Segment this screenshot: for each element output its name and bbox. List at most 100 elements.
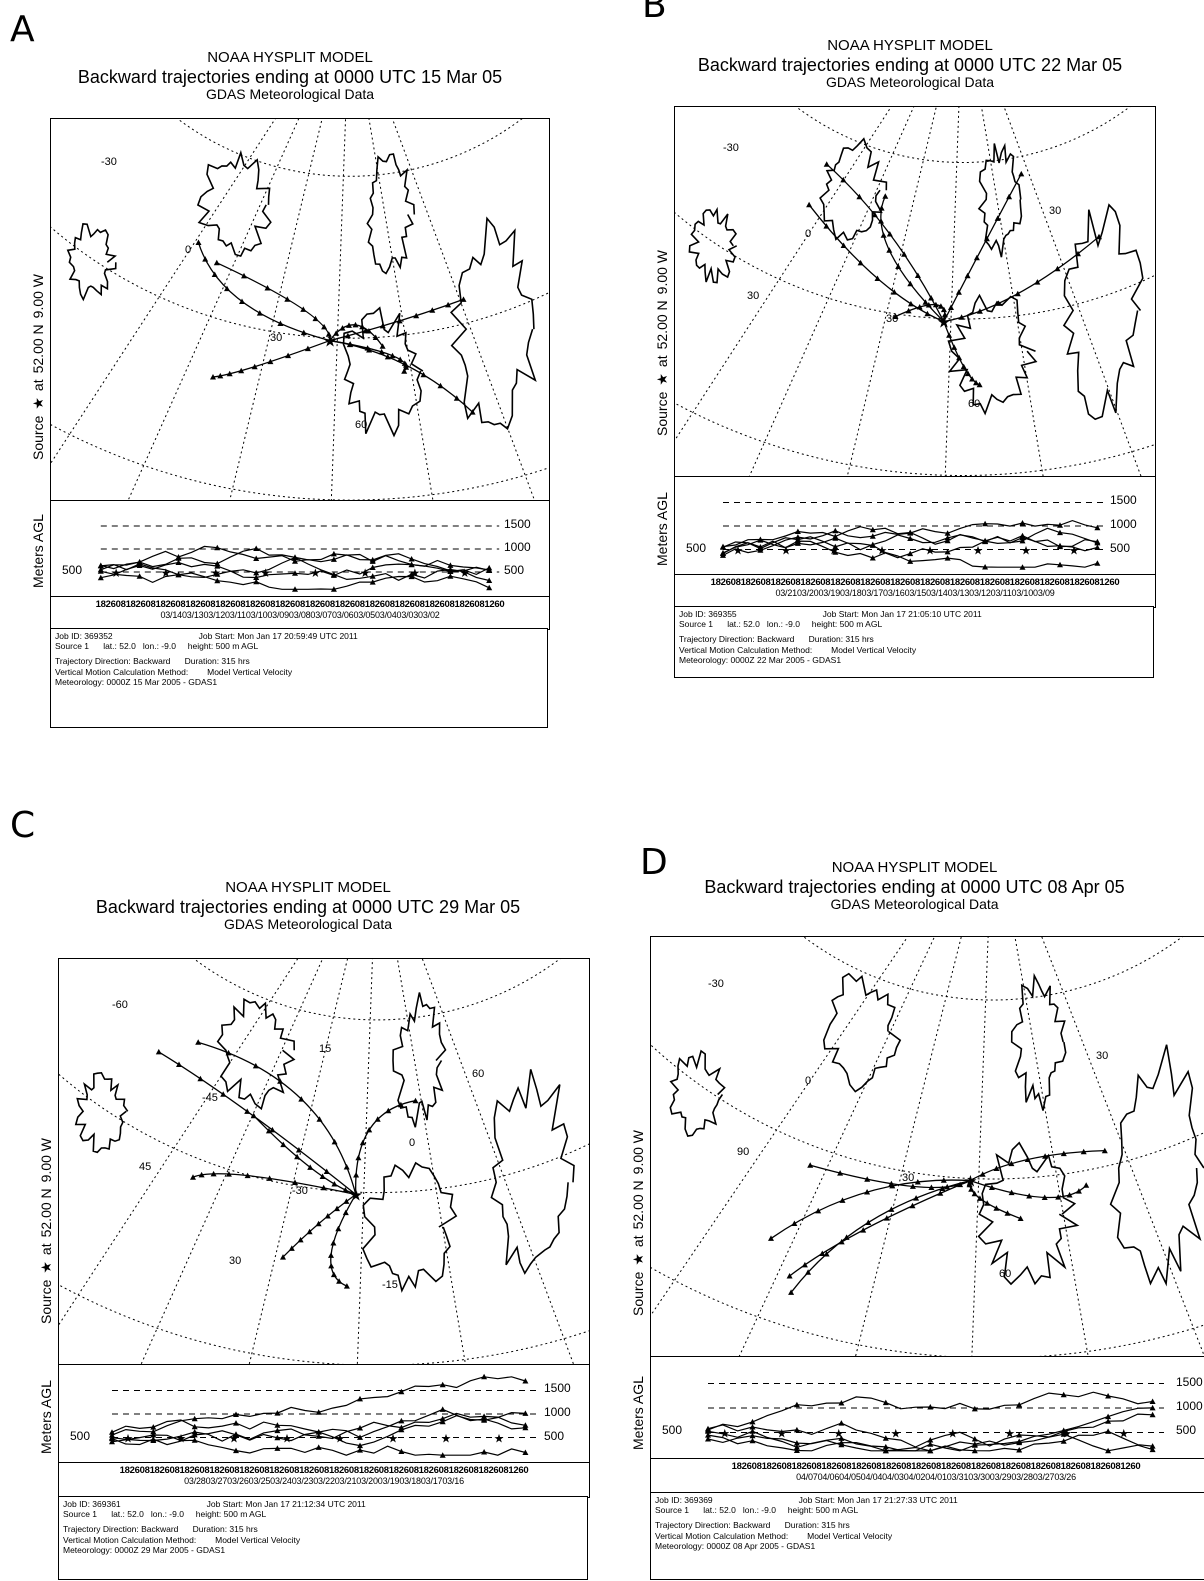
grid-label: -30 [101,156,117,168]
trajectory-marker [225,1049,232,1056]
trajectory-subtitle: Backward trajectories ending at 0000 UTC… [697,54,1123,75]
trajectory-marker [878,205,885,211]
trajectory-marker [378,348,385,355]
trajectory-marker [372,334,379,340]
time-axis: 1826081826081826081826081826081826081826… [650,1458,1204,1494]
trajectory-marker [336,1278,343,1284]
trajectory-marker [295,1147,302,1153]
trajectory-marker [306,1228,313,1235]
trajectory-marker [976,381,983,388]
chart-title-block: NOAA HYSPLIT MODEL Backward trajectories… [28,879,588,933]
svg-text:★: ★ [260,566,271,580]
trajectory-marker [331,1181,338,1187]
trajectory-marker [285,352,292,359]
trajectory-marker [190,1174,196,1180]
trajectory-marker [379,343,386,349]
trajectory-panel-a: NOAA HYSPLIT MODEL Backward trajectories… [30,49,550,730]
vertical-profile-chart: ★ ★ ★ ★ ★ ★ ★ ★ [674,476,1156,576]
trajectory-marker [403,364,410,370]
trajectory-marker [973,379,979,386]
trajectory-marker [907,300,914,307]
trajectory-marker [397,1101,404,1108]
trajectory-marker [335,1225,342,1232]
hours-row: 1826081826081826081826081826081826081826… [95,599,505,610]
trajectory-marker [389,352,396,359]
height-level-label: 500 [542,1428,567,1443]
trajectory-marker [984,1200,991,1206]
trajectory-marker [860,1227,867,1233]
source-location-label: Source★at52.00 N9.00 W [30,273,46,460]
trajectory-marker [342,1209,349,1216]
source-star-icon: ★ [349,1187,363,1204]
trajectory-marker [993,1205,1000,1211]
trajectory-marker [901,251,908,257]
trajectory-marker [973,254,980,261]
trajectory-marker [801,1261,808,1268]
trajectory-marker [976,308,983,314]
trajectory-marker [401,368,408,374]
svg-text:★: ★ [310,566,321,580]
model-title: NOAA HYSPLIT MODEL [827,37,993,54]
time-axis: 1826081826081826081826081826081826081826… [674,574,1156,608]
trajectory-marker [330,1271,337,1278]
model-title: NOAA HYSPLIT MODEL [207,49,373,66]
grid-label: 60 [999,1268,1011,1280]
trajectory-marker [1008,1160,1015,1167]
trajectory-marker [342,1187,349,1193]
source-line: Source 1 lat.: 52.0 lon.: -9.0 height: 5… [679,619,883,630]
trajectory-marker [319,1173,326,1179]
trajectory-marker [1041,1194,1048,1200]
trajectory-marker [238,367,245,374]
grid-label: 30 [902,1172,914,1184]
trajectory-marker [886,231,893,237]
trajectory-marker [366,1126,373,1133]
svg-text:★: ★ [161,566,172,580]
trajectory-marker [220,1091,227,1097]
trajectory-direction: Trajectory Direction: Backward Duration:… [63,1524,258,1535]
height-level-label: 1500 [1174,1374,1204,1389]
trajectory-marker [883,1215,890,1221]
svg-text:★: ★ [410,566,421,580]
trajectory-marker [213,259,220,266]
grid-label: 30 [1096,1050,1108,1062]
trajectory-marker [265,1127,272,1134]
job-info-box: Job ID: 369369 Job Start: Mon Jan 17 21:2… [650,1492,1204,1580]
trajectory-map: -30 0 30 60 ★ [50,118,550,502]
trajectory-marker [880,232,887,238]
source-star-icon: ★ [937,315,951,332]
svg-text:★: ★ [229,1432,240,1446]
trajectory-marker [891,289,898,295]
grid-label: 30 [270,332,282,344]
height-level-label: 1500 [1108,493,1139,508]
trajectory-marker [895,263,902,269]
trajectory-panel-c: NOAA HYSPLIT MODEL Backward trajectories… [28,879,590,1580]
trajectory-marker [396,317,403,324]
trajectory-marker [966,1181,973,1188]
meteorology-line: Meteorology: 0000Z 29 Mar 2005 - GDAS1 [63,1544,226,1555]
source-line: Source 1 lat.: 52.0 lon.: -9.0 height: 5… [655,1505,859,1516]
hours-row: 1826081826081826081826081826081826081826… [710,577,1120,588]
trajectory-marker [969,376,976,382]
trajectory-marker [951,344,958,350]
trajectory-marker [937,303,944,309]
svg-text:★: ★ [441,1432,452,1446]
trajectory-marker [768,1235,774,1241]
grid-label: -30 [292,1185,308,1197]
svg-text:★: ★ [360,566,371,580]
start-height-label: 500 [70,1428,91,1443]
svg-text:★: ★ [781,544,792,558]
svg-text:★: ★ [829,544,840,558]
trajectory-marker [251,363,258,370]
chart-title-block: NOAA HYSPLIT MODEL Backward trajectories… [30,49,550,103]
job-info-box: Job ID: 369361 Job Start: Mon Jan 17 21:1… [58,1496,588,1580]
trajectory-marker [277,320,284,326]
trajectory-marker [865,1219,872,1225]
trajectory-marker [374,1116,381,1122]
trajectory-marker [807,1162,814,1168]
height-level-label: 500 [502,563,527,578]
vertical-profile-chart: ★ ★ ★ ★ ★ ★ ★ ★ [58,1364,590,1464]
trajectory-marker [948,304,954,310]
trajectory-marker [195,1039,202,1045]
trajectory-marker [1014,290,1021,297]
job-start: Job Start: Mon Jan 17 20:59:49 UTC 2011 [198,631,358,641]
